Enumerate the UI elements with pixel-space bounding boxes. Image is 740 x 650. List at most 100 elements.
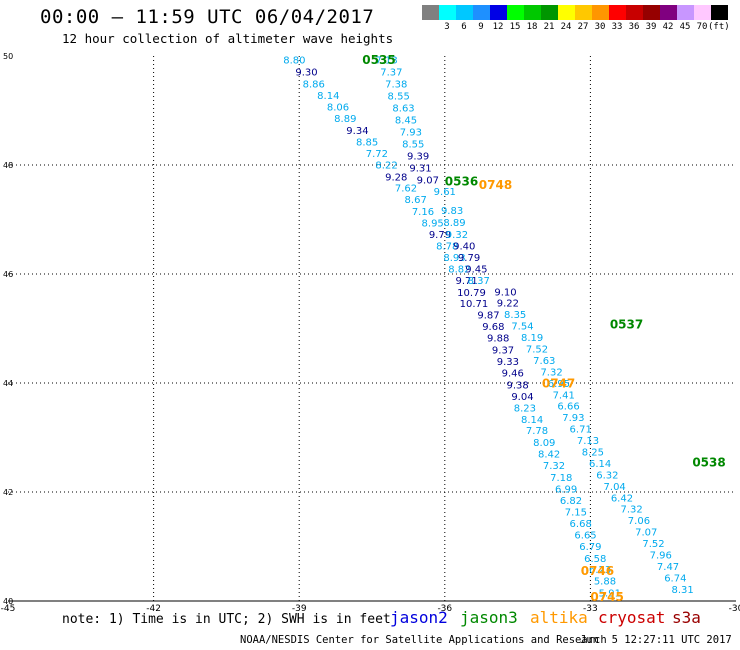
wave-height-value: 7.13 bbox=[577, 436, 599, 447]
x-tick-label: -39 bbox=[292, 604, 307, 614]
color-swatch bbox=[660, 5, 677, 20]
color-swatch bbox=[456, 5, 473, 20]
chart-subtitle: 12 hour collection of altimeter wave hei… bbox=[62, 31, 394, 46]
wave-height-value: 9.22 bbox=[497, 299, 519, 310]
wave-height-value: 5.88 bbox=[594, 577, 616, 588]
wave-height-value: 7.52 bbox=[526, 344, 548, 355]
wave-height-value: 8.89 bbox=[334, 114, 356, 125]
wave-height-value: 10.79 bbox=[457, 288, 486, 299]
color-swatch bbox=[626, 5, 643, 20]
color-scale-label: 27 bbox=[577, 22, 589, 32]
wave-height-value: 9.79 bbox=[429, 230, 451, 241]
wave-height-value: 9.71 bbox=[456, 276, 478, 287]
wave-height-value: 6.32 bbox=[596, 470, 618, 481]
wave-height-value: 7.32 bbox=[621, 505, 643, 516]
color-scale-label: 30 bbox=[594, 22, 606, 32]
y-tick-label: 44 bbox=[3, 379, 13, 388]
wave-height-value: 8.80 bbox=[283, 56, 305, 67]
color-swatch bbox=[558, 5, 575, 20]
legend-s3a: s3a bbox=[672, 608, 701, 627]
wave-height-value: 8.09 bbox=[533, 438, 555, 449]
wave-height-value: 7.04 bbox=[604, 482, 626, 493]
wave-height-value: 7.32 bbox=[543, 461, 565, 472]
wave-height-value: 8.45 bbox=[395, 116, 417, 127]
pass-number-label: 0747 bbox=[542, 376, 575, 390]
color-scale-label: 12 bbox=[492, 22, 504, 32]
color-swatch bbox=[422, 5, 439, 20]
wave-height-value: 6.42 bbox=[611, 493, 633, 504]
wave-height-value: 6.79 bbox=[579, 542, 601, 553]
wave-height-value: 8.23 bbox=[514, 403, 536, 414]
wave-height-value: 8.06 bbox=[327, 103, 349, 114]
wave-height-value: 6.65 bbox=[574, 530, 596, 541]
wave-height-value: 9.31 bbox=[409, 164, 431, 175]
pass-number-label: 0536 bbox=[445, 175, 478, 189]
pass-number-label: 0538 bbox=[692, 455, 725, 469]
wave-height-value: 8.25 bbox=[582, 447, 604, 458]
wave-height-value: 9.37 bbox=[492, 346, 514, 357]
wave-height-value: 8.95 bbox=[422, 219, 444, 230]
color-swatch bbox=[609, 5, 626, 20]
color-swatch bbox=[507, 5, 524, 20]
wave-height-value: 7.15 bbox=[565, 507, 587, 518]
wave-height-value: 9.79 bbox=[458, 253, 480, 264]
wave-height-value: 7.54 bbox=[511, 322, 533, 333]
wave-height-value: 8.37 bbox=[468, 276, 490, 287]
wave-height-value: 8.19 bbox=[521, 333, 543, 344]
wave-height-value: 9.39 bbox=[407, 152, 429, 163]
wave-height-value: 8.14 bbox=[521, 415, 543, 426]
color-scale-label: 6 bbox=[461, 22, 467, 32]
wave-height-value: 8.55 bbox=[388, 92, 410, 103]
wave-height-value: 5.91 bbox=[599, 589, 621, 600]
legend-jason3: jason3 bbox=[460, 608, 518, 627]
y-tick-label: 46 bbox=[3, 270, 13, 279]
wave-height-value: 6.95 bbox=[548, 379, 570, 390]
wave-height-value: 9.61 bbox=[434, 187, 456, 198]
wave-height-value: 9.04 bbox=[511, 392, 533, 403]
wave-height-value: 6.14 bbox=[589, 459, 611, 470]
wave-height-value: 7.52 bbox=[642, 539, 664, 550]
wave-height-value: 7.96 bbox=[650, 550, 672, 561]
footer-credit: NOAA/NESDIS Center for Satellite Applica… bbox=[240, 634, 607, 646]
y-tick-label: 48 bbox=[3, 161, 13, 170]
wave-height-value: 8.89 bbox=[443, 218, 465, 229]
wave-height-value: 8.82 bbox=[448, 264, 470, 275]
wave-height-value: 9.07 bbox=[417, 176, 439, 187]
wave-height-value: 7.38 bbox=[385, 80, 407, 91]
wave-height-value: 8.93 bbox=[443, 253, 465, 264]
wave-height-value: 9.83 bbox=[441, 206, 463, 217]
chart-title: 00:00 – 11:59 UTC 06/04/2017 bbox=[40, 6, 375, 28]
color-swatch bbox=[592, 5, 609, 20]
color-swatch bbox=[694, 5, 711, 20]
color-swatch bbox=[541, 5, 558, 20]
wave-height-value: 9.38 bbox=[506, 380, 528, 391]
color-scale-label: 18 bbox=[526, 22, 538, 32]
wave-height-value: 9.30 bbox=[295, 68, 317, 79]
pass-number-label: 0746 bbox=[581, 564, 614, 578]
wave-height-value: 9.28 bbox=[385, 172, 407, 183]
wave-height-value: 7.07 bbox=[635, 528, 657, 539]
legend-cryosat: cryosat bbox=[598, 608, 666, 627]
wave-height-value: 9.88 bbox=[487, 334, 509, 345]
wave-height-value: 8.67 bbox=[405, 195, 427, 206]
legend-altika: altika bbox=[530, 608, 588, 627]
wave-height-value: 6.74 bbox=[664, 573, 686, 584]
color-scale-label: 42 bbox=[662, 22, 674, 32]
wave-height-value: 8.35 bbox=[504, 310, 526, 321]
wave-height-value: 8.14 bbox=[317, 91, 339, 102]
pass-number-label: 0745 bbox=[590, 590, 623, 604]
wave-height-value: 7.93 bbox=[562, 413, 584, 424]
wave-height-value: 9.87 bbox=[477, 311, 499, 322]
color-scale-label: 9 bbox=[478, 22, 484, 32]
wave-height-value: 9.40 bbox=[453, 241, 475, 252]
wave-height-value: 8.86 bbox=[303, 80, 325, 91]
wave-height-value: 7.72 bbox=[366, 149, 388, 160]
x-tick-label: -45 bbox=[1, 604, 16, 614]
wave-height-value: 6.82 bbox=[560, 496, 582, 507]
wave-height-value: 7.16 bbox=[412, 207, 434, 218]
color-scale-label: 70 bbox=[696, 22, 708, 32]
wave-height-value: 10.71 bbox=[460, 299, 489, 310]
wave-height-value: 7.13 bbox=[375, 56, 397, 67]
wave-height-value: 7.32 bbox=[540, 367, 562, 378]
x-tick-label: -36 bbox=[437, 604, 452, 614]
